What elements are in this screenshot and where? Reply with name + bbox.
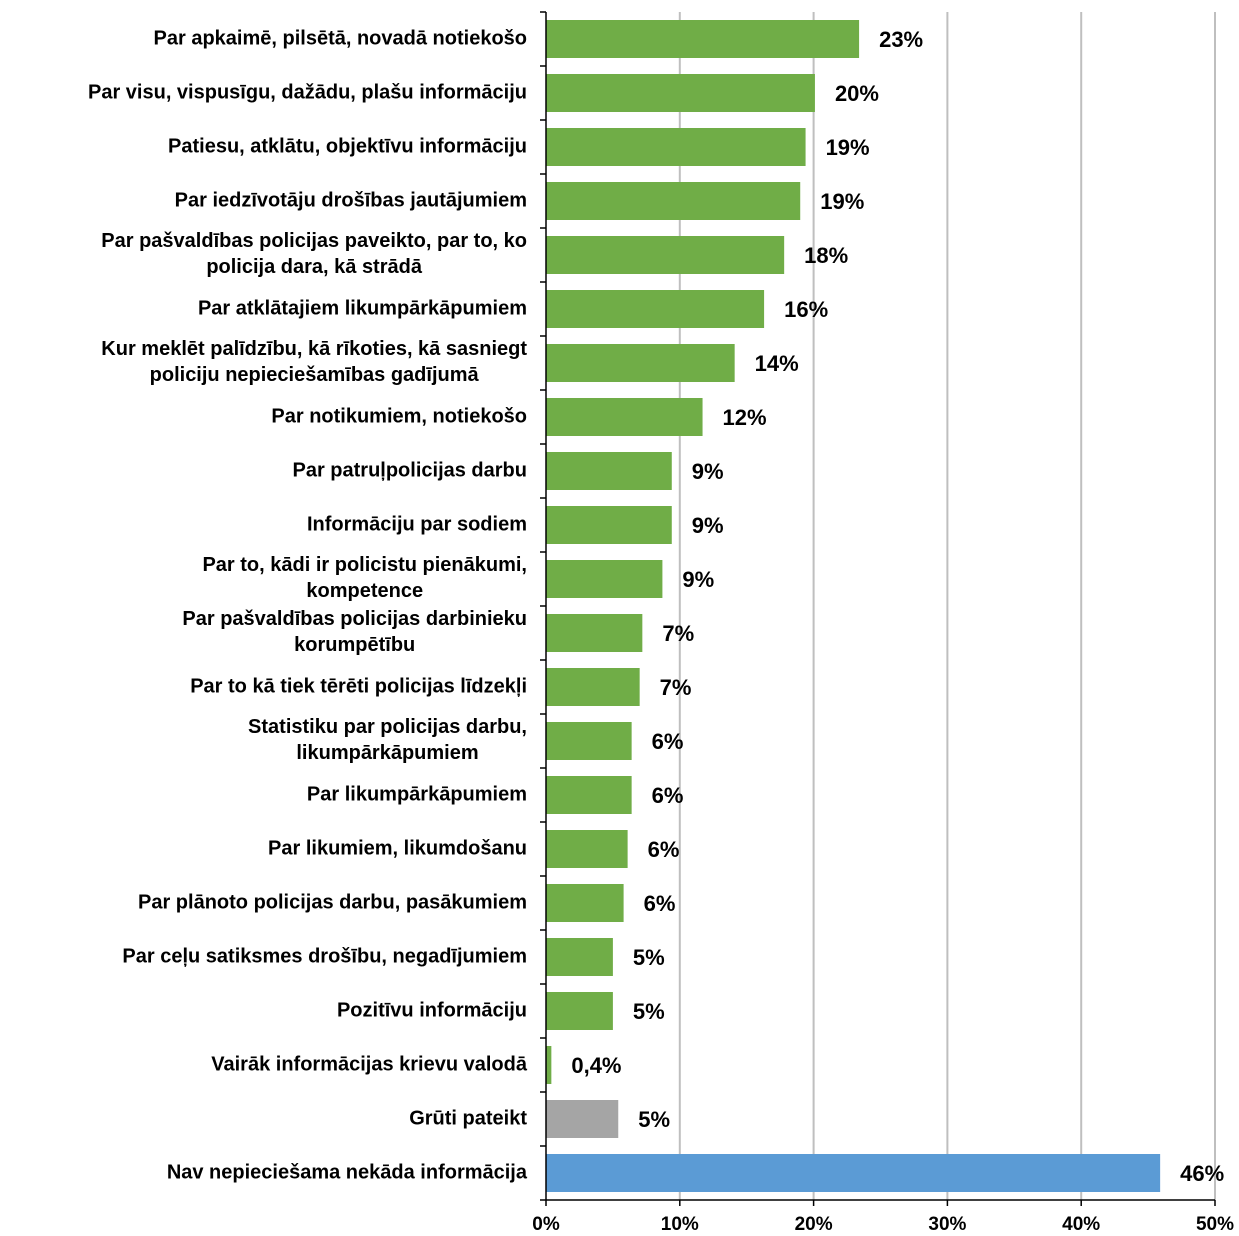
category-label: Pozitīvu informāciju xyxy=(337,999,527,1021)
bar xyxy=(546,506,672,544)
x-tick-label: 40% xyxy=(1062,1214,1100,1235)
category-label: Par notikumiem, notiekošo xyxy=(271,405,527,427)
bar xyxy=(546,344,735,382)
bar xyxy=(546,830,628,868)
value-label: 9% xyxy=(692,513,724,538)
category-label: Par visu, vispusīgu, dažādu, plašu infor… xyxy=(88,81,527,103)
value-label: 9% xyxy=(682,567,714,592)
category-label: Vairāk informācijas krievu valodā xyxy=(211,1053,528,1075)
category-label: Par likumiem, likumdošanu xyxy=(268,837,527,859)
bar xyxy=(546,668,640,706)
bar xyxy=(546,1100,619,1138)
category-label: Par pašvaldības policijas paveikto, par … xyxy=(101,230,527,278)
category-label: Par to kā tiek tērēti policijas līdzekļi xyxy=(190,675,527,697)
category-label: Par apkaimē, pilsētā, novadā notiekošo xyxy=(154,27,527,49)
bar xyxy=(546,290,765,328)
value-label: 7% xyxy=(662,621,694,646)
value-label: 23% xyxy=(879,27,923,52)
value-label: 20% xyxy=(835,81,879,106)
category-label: Par atklātajiem likumpārkāpumiem xyxy=(198,297,527,319)
value-label: 5% xyxy=(633,999,665,1024)
value-label: 7% xyxy=(660,675,692,700)
category-label: Par to, kādi ir policistu pienākumi, komp… xyxy=(202,554,527,602)
bar xyxy=(546,20,860,58)
value-label: 18% xyxy=(804,243,848,268)
x-tick-label: 0% xyxy=(532,1214,560,1235)
value-label: 6% xyxy=(652,729,684,754)
bar xyxy=(546,722,632,760)
value-label: 6% xyxy=(652,783,684,808)
value-label: 46% xyxy=(1180,1161,1224,1186)
bar xyxy=(546,398,703,436)
value-label: 9% xyxy=(692,459,724,484)
value-label: 12% xyxy=(723,405,767,430)
bar xyxy=(546,1154,1161,1192)
bar xyxy=(546,128,806,166)
value-label: 16% xyxy=(784,297,828,322)
value-label: 6% xyxy=(648,837,680,862)
category-label: Nav nepieciešama nekāda informācija xyxy=(167,1161,528,1183)
value-label: 14% xyxy=(755,351,799,376)
bar xyxy=(546,614,643,652)
bar xyxy=(546,776,632,814)
value-label: 6% xyxy=(644,891,676,916)
bar xyxy=(546,236,785,274)
category-label: Kur meklēt palīdzību, kā rīkoties, kā sa… xyxy=(101,338,527,386)
category-label: Par iedzīvotāju drošības jautājumiem xyxy=(175,189,527,211)
category-label: Par likumpārkāpumiem xyxy=(307,783,527,805)
x-tick-label: 20% xyxy=(795,1214,833,1235)
bar xyxy=(546,884,624,922)
category-label: Par patruļpolicijas darbu xyxy=(292,459,527,481)
bar xyxy=(546,74,815,112)
bar xyxy=(546,1046,552,1084)
category-label: Par plānoto policijas darbu, pasākumiem xyxy=(138,891,527,913)
category-label: Grūti pateikt xyxy=(409,1107,527,1129)
bar xyxy=(546,560,663,598)
category-label: Par ceļu satiksmes drošību, negadījumiem xyxy=(122,945,527,967)
value-label: 0,4% xyxy=(571,1053,621,1078)
value-label: 19% xyxy=(826,135,870,160)
bar xyxy=(546,452,672,490)
bar xyxy=(546,992,613,1030)
value-label: 19% xyxy=(820,189,864,214)
category-label: Informāciju par sodiem xyxy=(307,513,527,535)
x-tick-label: 30% xyxy=(928,1214,966,1235)
value-label: 5% xyxy=(638,1107,670,1132)
x-tick-label: 50% xyxy=(1196,1214,1234,1235)
category-label: Patiesu, atklātu, objektīvu informāciju xyxy=(168,135,527,157)
category-label: Par pašvaldības policijas darbinieku koru… xyxy=(182,608,527,656)
bar xyxy=(546,938,613,976)
bar xyxy=(546,182,801,220)
category-label: Statistiku par policijas darbu, likumpārk… xyxy=(248,716,527,764)
value-label: 5% xyxy=(633,945,665,970)
x-tick-label: 10% xyxy=(661,1214,699,1235)
